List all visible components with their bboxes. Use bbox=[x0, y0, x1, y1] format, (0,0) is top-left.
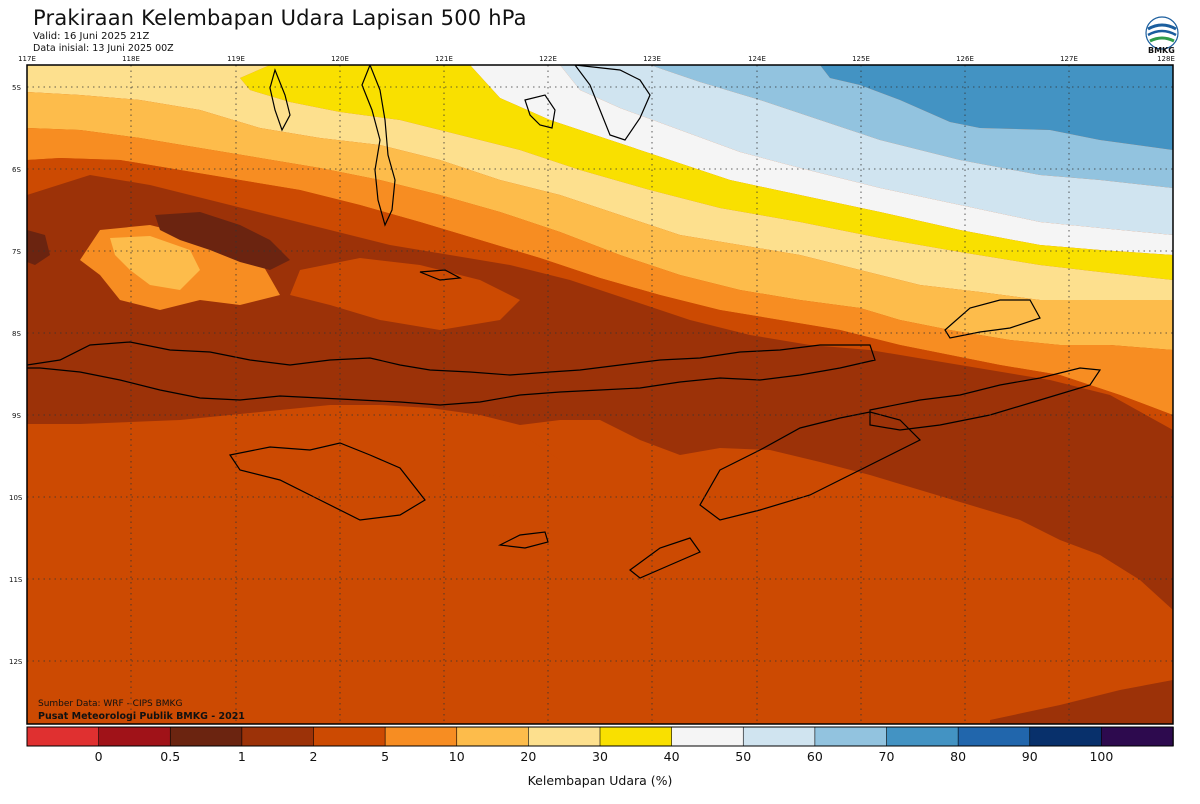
colorbar-swatch bbox=[456, 726, 530, 747]
field-band-lightblue bbox=[650, 65, 1173, 188]
lat-tick: 5S bbox=[12, 84, 21, 92]
colorbar-swatch bbox=[26, 726, 100, 747]
coast-sumbawa-lombok bbox=[27, 341, 876, 406]
lon-tick: 128E bbox=[1157, 55, 1175, 63]
colorbar-swatch bbox=[671, 726, 745, 747]
lon-tick: 121E bbox=[435, 55, 453, 63]
colorbar-swatch bbox=[886, 726, 959, 747]
colorbar-tick-label: 30 bbox=[592, 749, 608, 764]
colorbar-tick-label: 10 bbox=[449, 749, 465, 764]
field-band-paleyellow bbox=[27, 65, 1173, 300]
field-band-lightorange bbox=[27, 92, 1173, 350]
colorbar-tick-label: 5 bbox=[381, 749, 389, 764]
lat-tick: 12S bbox=[9, 658, 23, 666]
field-band-paleblue bbox=[560, 65, 1173, 235]
field-band-yellow bbox=[240, 65, 1173, 280]
colorbar-tick-label: 100 bbox=[1089, 749, 1113, 764]
source-line-2: Pusat Meteorologi Publik BMKG - 2021 bbox=[38, 711, 245, 722]
colorbar-swatch bbox=[313, 726, 386, 747]
colorbar-swatch bbox=[1029, 726, 1103, 747]
lat-tick: 8S bbox=[12, 330, 21, 338]
source-credit: Sumber Data: WRF - CIPS BMKG Pusat Meteo… bbox=[38, 699, 245, 722]
coast-sulawesi-south bbox=[361, 65, 396, 227]
lon-tick: 120E bbox=[331, 55, 349, 63]
lat-tick: 7S bbox=[12, 248, 21, 256]
gridlines bbox=[27, 65, 1173, 724]
field-patch-lightorange-west bbox=[110, 236, 200, 290]
lat-tick: 11S bbox=[9, 576, 23, 584]
map-frame bbox=[26, 64, 1174, 725]
lat-tick: 10S bbox=[9, 494, 23, 502]
colorbar-swatch bbox=[241, 726, 315, 747]
colorbar-swatch bbox=[957, 726, 1031, 747]
lat-tick: 9S bbox=[12, 412, 21, 420]
colorbar-swatch bbox=[742, 726, 816, 747]
lon-tick: 122E bbox=[539, 55, 557, 63]
field-patch-darkest-1 bbox=[155, 212, 290, 270]
valid-time: Valid: 16 Juni 2025 21Z bbox=[33, 31, 150, 42]
colorbar-tick-label: 70 bbox=[879, 749, 895, 764]
colorbar-tick-label: 20 bbox=[520, 749, 536, 764]
colorbar-tick-label: 2 bbox=[310, 749, 318, 764]
colorbar-swatch bbox=[599, 726, 673, 747]
colorbar-swatch bbox=[98, 726, 172, 747]
field-band-midblue bbox=[820, 65, 1173, 150]
field-patch-orangebrown-south bbox=[280, 415, 560, 480]
colorbar-tick-label: 1 bbox=[238, 749, 246, 764]
colorbar-swatch bbox=[814, 726, 888, 747]
colorbar-tick-label: 0.5 bbox=[160, 749, 180, 764]
colorbar-tick-label: 90 bbox=[1022, 749, 1038, 764]
lon-tick: 126E bbox=[956, 55, 974, 63]
colorbar-tick-label: 80 bbox=[950, 749, 966, 764]
coast-sulawesi-se bbox=[574, 65, 651, 141]
coast-timor-east bbox=[869, 367, 1102, 431]
coast-buton bbox=[524, 94, 556, 129]
colorbar-swatch bbox=[1101, 726, 1174, 747]
colorbar-swatch bbox=[384, 726, 458, 747]
colorbar-swatch bbox=[169, 726, 243, 747]
field-band-orange bbox=[27, 128, 1173, 415]
lon-tick: 119E bbox=[227, 55, 245, 63]
coast-sumba bbox=[229, 442, 426, 521]
lat-tick: 6S bbox=[12, 166, 21, 174]
bmkg-logo-icon bbox=[1145, 16, 1179, 50]
colorbar-swatch bbox=[528, 726, 601, 747]
colorbar-tick-label: 50 bbox=[735, 749, 751, 764]
lon-tick: 123E bbox=[643, 55, 661, 63]
logo-text: BMKG bbox=[1148, 46, 1175, 55]
coast-wetar bbox=[944, 299, 1041, 339]
colorbar-tick-label: 40 bbox=[664, 749, 680, 764]
humidity-field bbox=[27, 65, 1173, 724]
colorbar-frame bbox=[26, 726, 1174, 747]
field-patch-orangebrown bbox=[290, 258, 520, 330]
colorbar-tick-label: 0 bbox=[95, 749, 103, 764]
coastlines bbox=[27, 65, 1102, 579]
coast-rote-savu bbox=[497, 531, 701, 579]
lon-tick: 125E bbox=[852, 55, 870, 63]
lon-tick: 127E bbox=[1060, 55, 1078, 63]
coast-flores-north bbox=[419, 269, 463, 281]
field-band-white bbox=[470, 65, 1173, 255]
coast-south-sulawesi-west bbox=[269, 68, 291, 132]
colorbar-axis-label: Kelembapan Udara (%) bbox=[527, 773, 673, 788]
lon-tick: 124E bbox=[748, 55, 766, 63]
colorbar-labels: 0 0.5 1 2 5 10 20 30 40 50 60 70 80 90 100 bbox=[95, 749, 1114, 764]
initial-data-time: Data inisial: 13 Juni 2025 00Z bbox=[33, 43, 174, 54]
lon-tick: 117E bbox=[18, 55, 36, 63]
lon-tick: 118E bbox=[122, 55, 140, 63]
field-patch-darkest-2 bbox=[27, 230, 50, 265]
source-line-1: Sumber Data: WRF - CIPS BMKG bbox=[38, 699, 182, 709]
coast-timor bbox=[699, 411, 922, 521]
colorbar-tick-label: 60 bbox=[807, 749, 823, 764]
lon-ticks: 117E 118E 119E 120E 121E 122E 123E 124E … bbox=[18, 55, 1175, 63]
field-patch-darkbrown-se bbox=[990, 680, 1173, 724]
colorbar bbox=[26, 726, 1174, 747]
page-title: Prakiraan Kelembapan Udara Lapisan 500 h… bbox=[33, 6, 527, 30]
lat-ticks: 5S 6S 7S 8S 9S 10S 11S 12S bbox=[9, 84, 23, 666]
